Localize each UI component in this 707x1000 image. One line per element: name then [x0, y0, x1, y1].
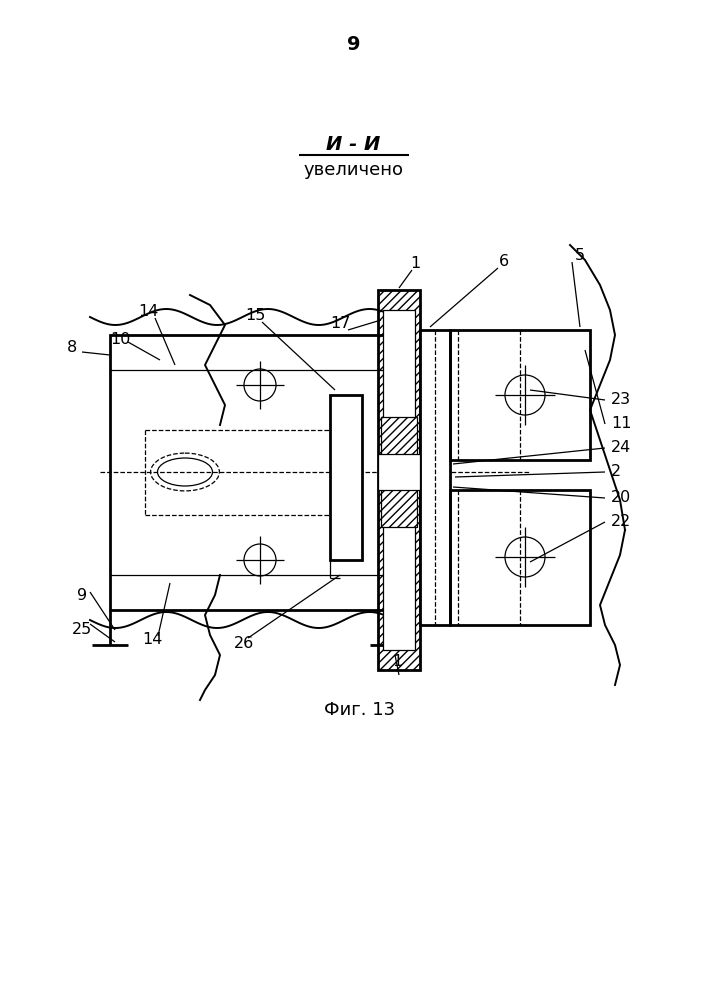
Text: 24: 24 — [611, 440, 631, 456]
Bar — [378, 290, 420, 670]
Text: 23: 23 — [611, 392, 631, 408]
Text: И - И: И - И — [327, 135, 380, 154]
Bar — [383, 310, 415, 650]
Text: 14: 14 — [142, 633, 162, 648]
Text: 14: 14 — [138, 304, 158, 320]
Text: 26: 26 — [234, 637, 254, 652]
Text: увеличено: увеличено — [303, 161, 404, 179]
Text: 22: 22 — [611, 514, 631, 530]
Bar — [330, 395, 362, 560]
Text: 2: 2 — [611, 464, 621, 480]
Bar — [378, 290, 420, 670]
Text: 11: 11 — [611, 416, 631, 432]
Text: 5: 5 — [575, 248, 585, 263]
Bar — [381, 417, 417, 527]
Text: 15: 15 — [245, 308, 265, 324]
Text: 9: 9 — [77, 588, 87, 603]
Bar — [110, 335, 385, 610]
Text: 10: 10 — [110, 332, 130, 348]
Text: 6: 6 — [499, 254, 509, 269]
Text: 9: 9 — [346, 35, 361, 54]
Text: 1: 1 — [392, 654, 402, 668]
Text: 1: 1 — [410, 256, 420, 271]
Bar — [450, 490, 590, 625]
Text: Фиг. 13: Фиг. 13 — [325, 701, 395, 719]
Bar — [420, 330, 450, 625]
Bar — [450, 330, 590, 460]
Text: 17: 17 — [329, 316, 350, 330]
Text: 25: 25 — [72, 622, 92, 638]
Text: 8: 8 — [67, 340, 77, 356]
Bar — [378, 454, 420, 490]
Text: 20: 20 — [611, 490, 631, 506]
Bar — [381, 417, 417, 527]
